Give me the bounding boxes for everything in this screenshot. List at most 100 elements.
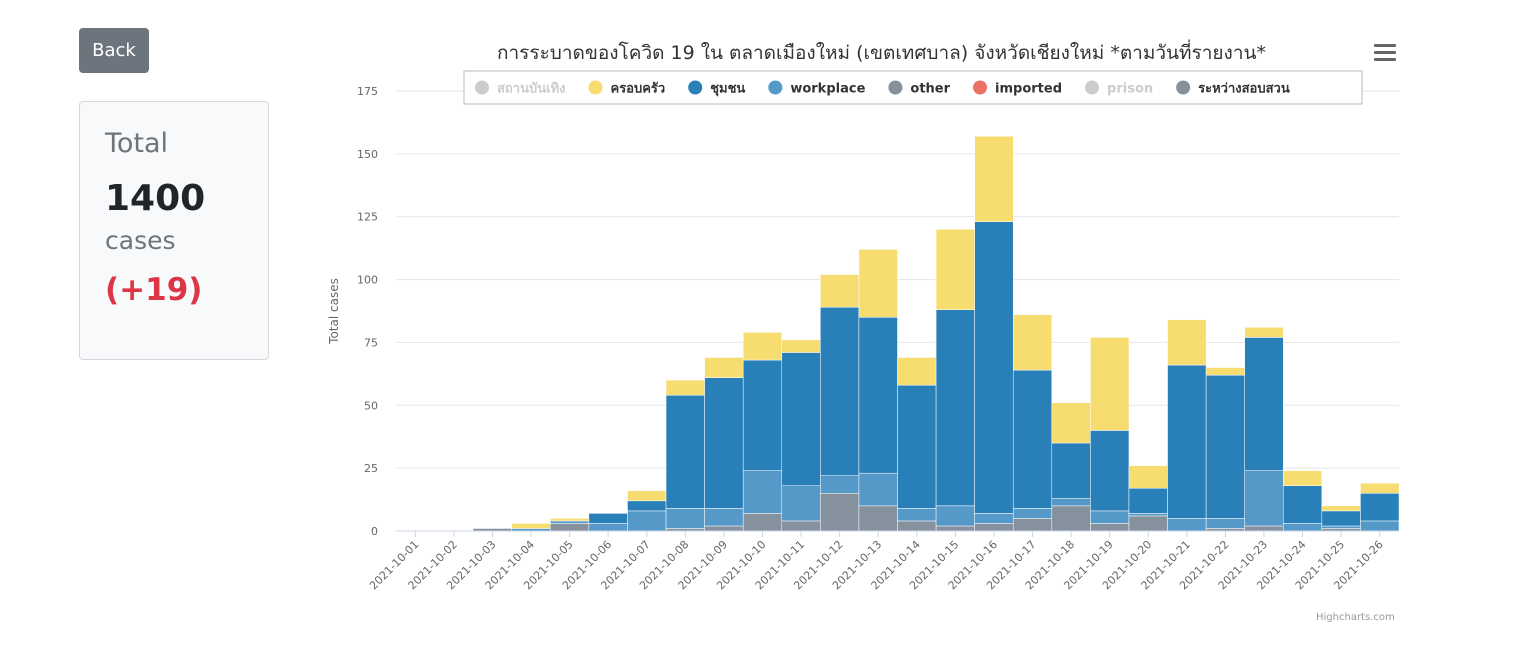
bar-segment[interactable]	[704, 508, 744, 527]
bar-segment[interactable]	[935, 229, 975, 310]
bar-segment[interactable]	[974, 221, 1014, 514]
bar-segment[interactable]	[858, 505, 898, 532]
bar-segment[interactable]	[704, 357, 744, 378]
legend-item[interactable]: ชุมชน	[710, 82, 745, 97]
bar-segment[interactable]	[1167, 364, 1207, 519]
bar-segment[interactable]	[1244, 525, 1284, 532]
bar-segment[interactable]	[897, 520, 937, 532]
bar-segment[interactable]	[897, 357, 937, 386]
bar-segment[interactable]	[742, 359, 783, 471]
bar-segment[interactable]	[781, 485, 821, 522]
bar-segment[interactable]	[1090, 510, 1130, 524]
bar-segment[interactable]	[1051, 442, 1091, 499]
bar-segment[interactable]	[1205, 518, 1245, 529]
legend-item[interactable]: สถานบันเทิง	[497, 82, 566, 97]
legend-marker[interactable]	[475, 80, 489, 95]
bar-segment[interactable]	[897, 384, 937, 509]
legend-item[interactable]: ครอบครัว	[611, 82, 666, 97]
bar-segment[interactable]	[704, 377, 744, 509]
bar-segment[interactable]	[665, 508, 705, 529]
bar-segment[interactable]	[742, 513, 783, 532]
bar-segment[interactable]	[935, 525, 975, 532]
bar-segment[interactable]	[781, 520, 821, 532]
bar-segment[interactable]	[1128, 515, 1168, 532]
bar-segment[interactable]	[1360, 493, 1400, 522]
bar-segment[interactable]	[1090, 523, 1130, 532]
bar-segment[interactable]	[820, 493, 860, 532]
bar-segment[interactable]	[1360, 482, 1400, 494]
bar-segment[interactable]	[1128, 513, 1168, 517]
bar-segment[interactable]	[550, 523, 590, 532]
bar-segment[interactable]	[1012, 369, 1053, 509]
bar-segment[interactable]	[1283, 485, 1323, 524]
legend-marker[interactable]	[588, 80, 603, 95]
bar-segment[interactable]	[1244, 327, 1284, 338]
legend-item[interactable]: workplace	[790, 82, 865, 97]
bar-segment[interactable]	[1012, 314, 1053, 371]
legend-item[interactable]: imported	[995, 82, 1062, 97]
total-title: Total	[105, 128, 169, 159]
bar-segment[interactable]	[1244, 470, 1284, 527]
legend-item[interactable]: ระหว่างสอบสวน	[1198, 82, 1290, 97]
legend-marker[interactable]	[1176, 80, 1191, 95]
bar-segment[interactable]	[858, 472, 898, 507]
legend-item[interactable]: prison	[1107, 82, 1153, 97]
bar-segment[interactable]	[1012, 508, 1053, 519]
bar-segment[interactable]	[935, 309, 975, 507]
bar-segment[interactable]	[897, 508, 937, 522]
bar-segment[interactable]	[550, 518, 590, 522]
bar-segment[interactable]	[1128, 488, 1168, 514]
bar-segment[interactable]	[742, 470, 783, 514]
legend-marker[interactable]	[688, 80, 703, 95]
bar-segment[interactable]	[1205, 367, 1245, 376]
bar-segment[interactable]	[1244, 337, 1284, 471]
bar-segment[interactable]	[974, 513, 1014, 524]
bar-segment[interactable]	[1051, 402, 1091, 444]
bar-segment[interactable]	[665, 394, 705, 509]
legend-marker[interactable]	[973, 80, 988, 95]
legend-item[interactable]: other	[910, 82, 950, 97]
bar-segment[interactable]	[935, 505, 975, 527]
legend-marker[interactable]	[768, 80, 783, 95]
bar-segment[interactable]	[704, 525, 744, 532]
legend-marker[interactable]	[1085, 80, 1100, 95]
back-button[interactable]: Back	[79, 28, 149, 73]
bar-segment[interactable]	[974, 523, 1014, 532]
bar-segment[interactable]	[1167, 518, 1207, 532]
bar-segment[interactable]	[1321, 525, 1361, 529]
highcharts-credit[interactable]: Highcharts.com	[1316, 612, 1395, 623]
bar-segment[interactable]	[1090, 430, 1130, 512]
bar-segment[interactable]	[1360, 520, 1400, 532]
bar-segment[interactable]	[1283, 523, 1323, 532]
bar-segment[interactable]	[627, 490, 667, 502]
bar-segment[interactable]	[820, 306, 860, 476]
bar-segment[interactable]	[1128, 465, 1168, 489]
bar-segment[interactable]	[1321, 505, 1361, 512]
bar-segment[interactable]	[1012, 518, 1053, 532]
bar-segment[interactable]	[820, 274, 860, 308]
bar-segment[interactable]	[627, 500, 667, 512]
bar-segment[interactable]	[1321, 510, 1361, 527]
y-tick-label: 75	[364, 336, 378, 349]
bar-segment[interactable]	[742, 332, 783, 361]
bar-segment[interactable]	[1205, 374, 1245, 519]
bar-segment[interactable]	[1051, 498, 1091, 507]
bar-segment[interactable]	[1051, 505, 1091, 532]
hamburger-menu-icon[interactable]	[1374, 44, 1396, 64]
bar-segment[interactable]	[781, 352, 821, 486]
bar-segment[interactable]	[588, 523, 628, 532]
bar-segment[interactable]	[1167, 319, 1207, 366]
bar-segment[interactable]	[820, 475, 860, 494]
bar-segment[interactable]	[665, 379, 705, 396]
bar-segment[interactable]	[550, 520, 590, 524]
bar-segment[interactable]	[974, 136, 1014, 222]
bar-segment[interactable]	[781, 339, 821, 353]
bar-segment[interactable]	[511, 523, 551, 529]
bar-segment[interactable]	[627, 510, 667, 532]
legend-marker[interactable]	[888, 80, 903, 95]
bar-segment[interactable]	[588, 513, 628, 524]
bar-segment[interactable]	[858, 317, 898, 474]
bar-segment[interactable]	[1090, 337, 1130, 431]
bar-segment[interactable]	[858, 249, 898, 318]
bar-segment[interactable]	[1283, 470, 1323, 486]
